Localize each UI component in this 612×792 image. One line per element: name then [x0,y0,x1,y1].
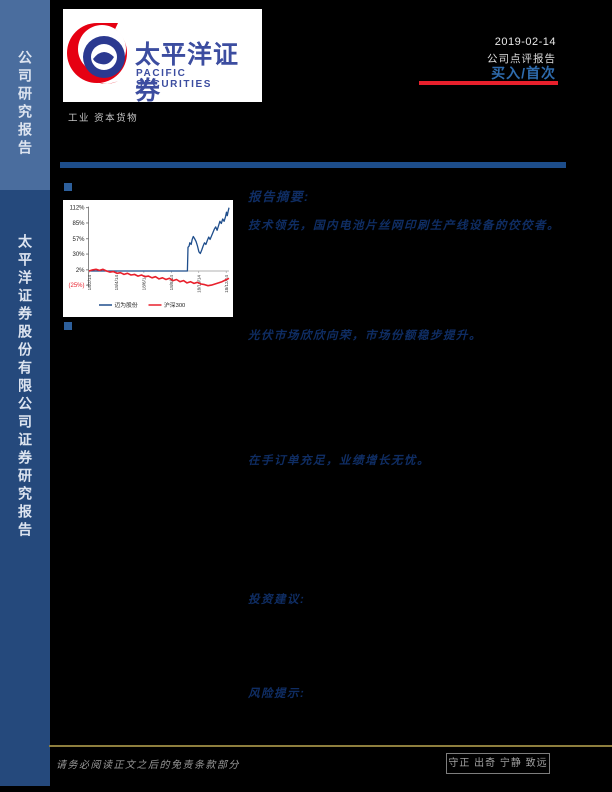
svg-text:(25%): (25%) [68,283,84,289]
logo-cn-text: 太平洋证券 [135,41,240,105]
rating-badge: 买入/首次 [491,65,556,81]
svg-text:18/4/14: 18/4/14 [114,275,119,291]
svg-text:沪深300: 沪深300 [164,301,185,309]
svg-text:18/2/14: 18/2/14 [87,275,92,291]
report-type: 公司点评报告 [487,53,556,65]
summary-heading: 报告摘要: [248,190,310,204]
svg-text:30%: 30% [72,252,85,258]
risk-warning-label: 风险提示: [248,688,306,700]
logo-en-text: PACIFIC SECURITIES [136,68,213,90]
sidebar-bottom-band: 太平洋证券股份有限公司证券研究报告 [0,190,50,786]
sidebar-top-band: 公司研究报告 [0,0,50,190]
svg-text:112%: 112% [70,206,86,212]
bullet-marker [64,322,72,330]
summary-point-tech: 技术领先，国内电池片丝网印刷生产线设备的佼佼者。 [248,220,560,232]
rating-underline [419,81,558,85]
pacific-securities-logo-icon [67,23,127,84]
sidebar-company-label: 太平洋证券股份有限公司证券研究报告 [17,234,33,540]
sidebar-report-type-label: 公司研究报告 [17,50,33,158]
footer-motto: 守正 出奇 宁静 致远 [446,753,550,774]
summary-point-market: 光伏市场欣欣向荣，市场份额稳步提升。 [248,330,482,342]
sector-label: 工业 资本货物 [68,113,139,124]
svg-text:2%: 2% [76,268,85,274]
svg-text:18/6/14: 18/6/14 [142,275,147,291]
logo: 太平洋证券 PACIFIC SECURITIES [63,9,262,105]
svg-text:迈为股份: 迈为股份 [115,301,138,309]
svg-text:85%: 85% [72,221,85,227]
svg-text:18/8/14: 18/8/14 [169,275,174,291]
summary-point-orders: 在手订单充足，业绩增长无忧。 [248,455,430,467]
footer-divider-line [49,745,612,747]
stock-performance-chart: 112% 85% 57% 30% 2% (25%) 18/2/14 18/4/14 18/6/1… [63,200,233,317]
footer-disclaimer: 请务必阅读正文之后的免责条款部分 [56,760,240,771]
report-date: 2019-02-14 [494,36,556,48]
investment-advice-label: 投资建议: [248,594,306,606]
svg-text:18/12/14: 18/12/14 [224,275,229,293]
section-divider-bar [60,162,566,168]
bullet-marker [64,183,72,191]
svg-text:57%: 57% [72,237,85,243]
